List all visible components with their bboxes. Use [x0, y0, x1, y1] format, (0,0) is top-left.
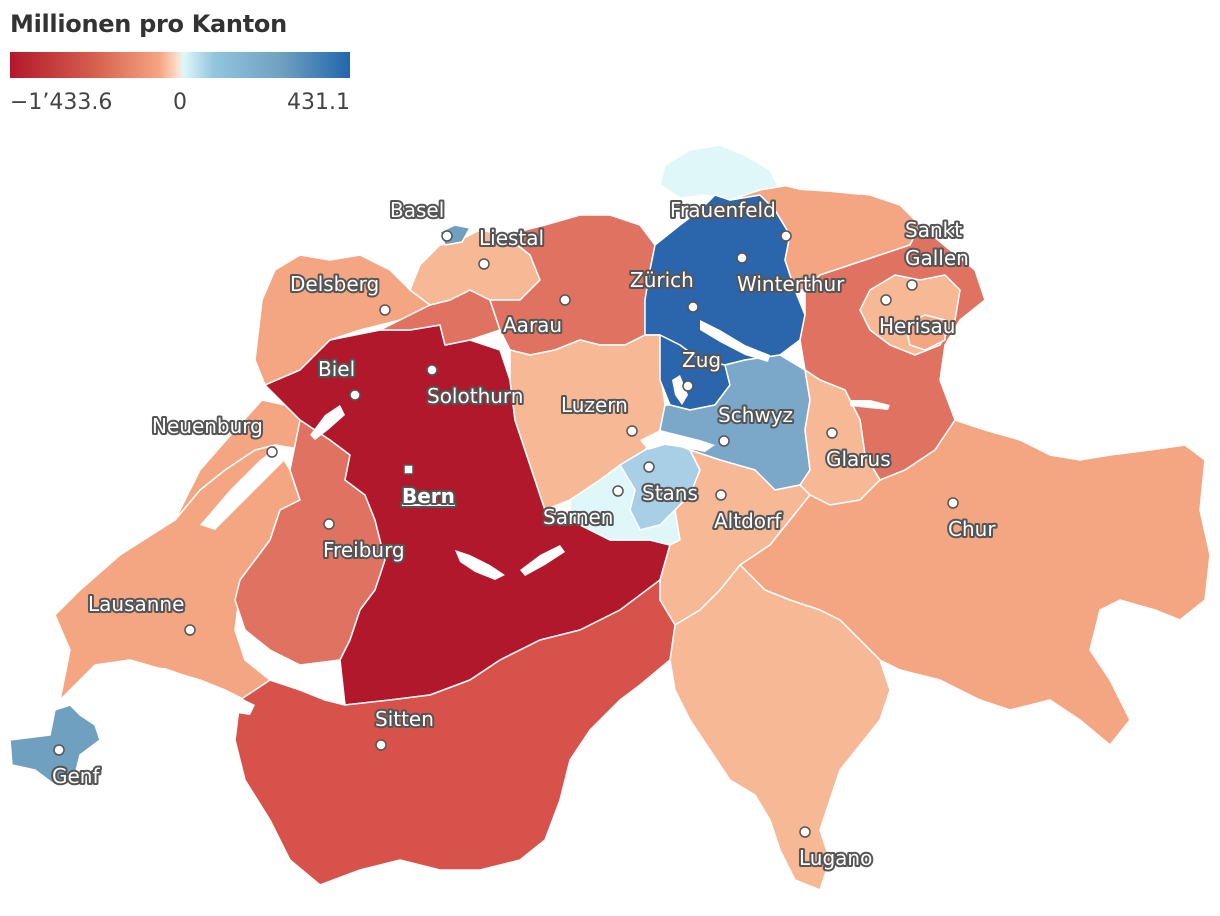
city-label-luzern: Luzern — [561, 393, 628, 417]
legend-title: Millionen pro Kanton — [10, 10, 287, 38]
lake-thun — [455, 550, 505, 580]
legend-max-label: 431.1 — [287, 90, 350, 115]
city-dot-basel — [441, 230, 453, 242]
city-label-zug: Zug — [682, 348, 721, 372]
city-dot-frauenfeld — [780, 230, 792, 242]
city-label-genf: Genf — [52, 764, 100, 788]
lake-walen — [850, 400, 890, 410]
city-dot-schwyz — [718, 435, 730, 447]
lake-constance — [770, 170, 870, 195]
city-label-bern: Bern — [402, 484, 455, 508]
city-label-basel: Basel — [390, 198, 444, 222]
city-dot-biel — [349, 389, 361, 401]
city-label-stans: Stans — [642, 481, 698, 505]
city-label-solothurn: Solothurn — [427, 384, 523, 408]
city-dot-lugano — [799, 826, 811, 838]
lake-layer — [60, 170, 890, 715]
lake-neuchatel — [200, 445, 290, 530]
city-label-chur: Chur — [948, 517, 996, 541]
legend-zero-label: 0 — [173, 90, 187, 115]
lake-biel — [310, 405, 345, 440]
city-label-sitten: Sitten — [375, 707, 434, 731]
city-dot-liestal — [478, 258, 490, 270]
canton-genf — [9, 704, 101, 786]
city-label-altdorf: Altdorf — [714, 509, 782, 533]
city-dot-neuenburg — [266, 446, 278, 458]
canton-tessin — [669, 564, 891, 891]
city-dot-herisau — [880, 294, 892, 306]
city-layer: Basel Liestal Delsberg Aarau Frauenfeld … — [50, 196, 998, 872]
city-dot-sarnen — [612, 485, 624, 497]
city-dot-solothurn — [426, 364, 438, 376]
city-dot-lausanne — [184, 624, 196, 636]
city-label-zurich: Zürich — [630, 268, 694, 292]
city-dot-aarau — [559, 294, 571, 306]
capital-marker-bern — [403, 464, 414, 475]
city-label-neuenburg: Neuenburg — [152, 414, 263, 438]
legend: Millionen pro Kanton −1’433.6 0 431.1 — [10, 10, 370, 120]
city-dot-zug — [682, 380, 694, 392]
city-dot-glarus — [826, 427, 838, 439]
city-dot-genf — [53, 744, 65, 756]
city-label-frauenfeld: Frauenfeld — [670, 198, 776, 222]
canton-layer — [9, 144, 1211, 891]
city-dot-stans — [643, 461, 655, 473]
city-label-herisau: Herisau — [879, 314, 955, 338]
city-dot-freiburg — [323, 518, 335, 530]
legend-min-label: −1’433.6 — [10, 90, 113, 115]
city-label-schwyz: Schwyz — [718, 403, 793, 427]
city-label-lugano: Lugano — [799, 846, 872, 870]
city-label-sankt-gallen-1: Sankt — [905, 218, 962, 242]
lake-zug — [672, 375, 688, 405]
city-dot-zurich — [687, 301, 699, 313]
city-dot-altdorf — [715, 489, 727, 501]
city-label-freiburg: Freiburg — [323, 538, 405, 562]
city-label-aarau: Aarau — [503, 313, 562, 337]
city-label-sarnen: Sarnen — [543, 505, 613, 529]
city-label-biel: Biel — [318, 357, 355, 381]
city-dot-chur — [947, 497, 959, 509]
city-dot-winterthur — [736, 252, 748, 264]
canton-wallis — [234, 579, 676, 886]
lake-lucerne — [640, 430, 715, 452]
lake-brienz — [520, 545, 565, 576]
city-label-delsberg: Delsberg — [290, 272, 379, 296]
city-dot-sitten — [375, 739, 387, 751]
lake-geneva — [60, 665, 255, 715]
legend-color-bar — [10, 52, 350, 78]
city-label-sankt-gallen-2: Gallen — [905, 246, 969, 270]
lake-zurich — [700, 320, 770, 362]
canton-appenzell-innerrhoden — [904, 314, 946, 351]
city-dot-delsberg — [379, 304, 391, 316]
city-label-winterthur: Winterthur — [737, 272, 845, 296]
city-label-glarus: Glarus — [826, 447, 891, 471]
city-dot-sankt-gallen — [906, 279, 918, 291]
city-label-liestal: Liestal — [479, 226, 544, 250]
legend-gradient-rect — [10, 52, 350, 78]
city-label-lausanne: Lausanne — [88, 592, 184, 616]
city-dot-luzern — [626, 425, 638, 437]
